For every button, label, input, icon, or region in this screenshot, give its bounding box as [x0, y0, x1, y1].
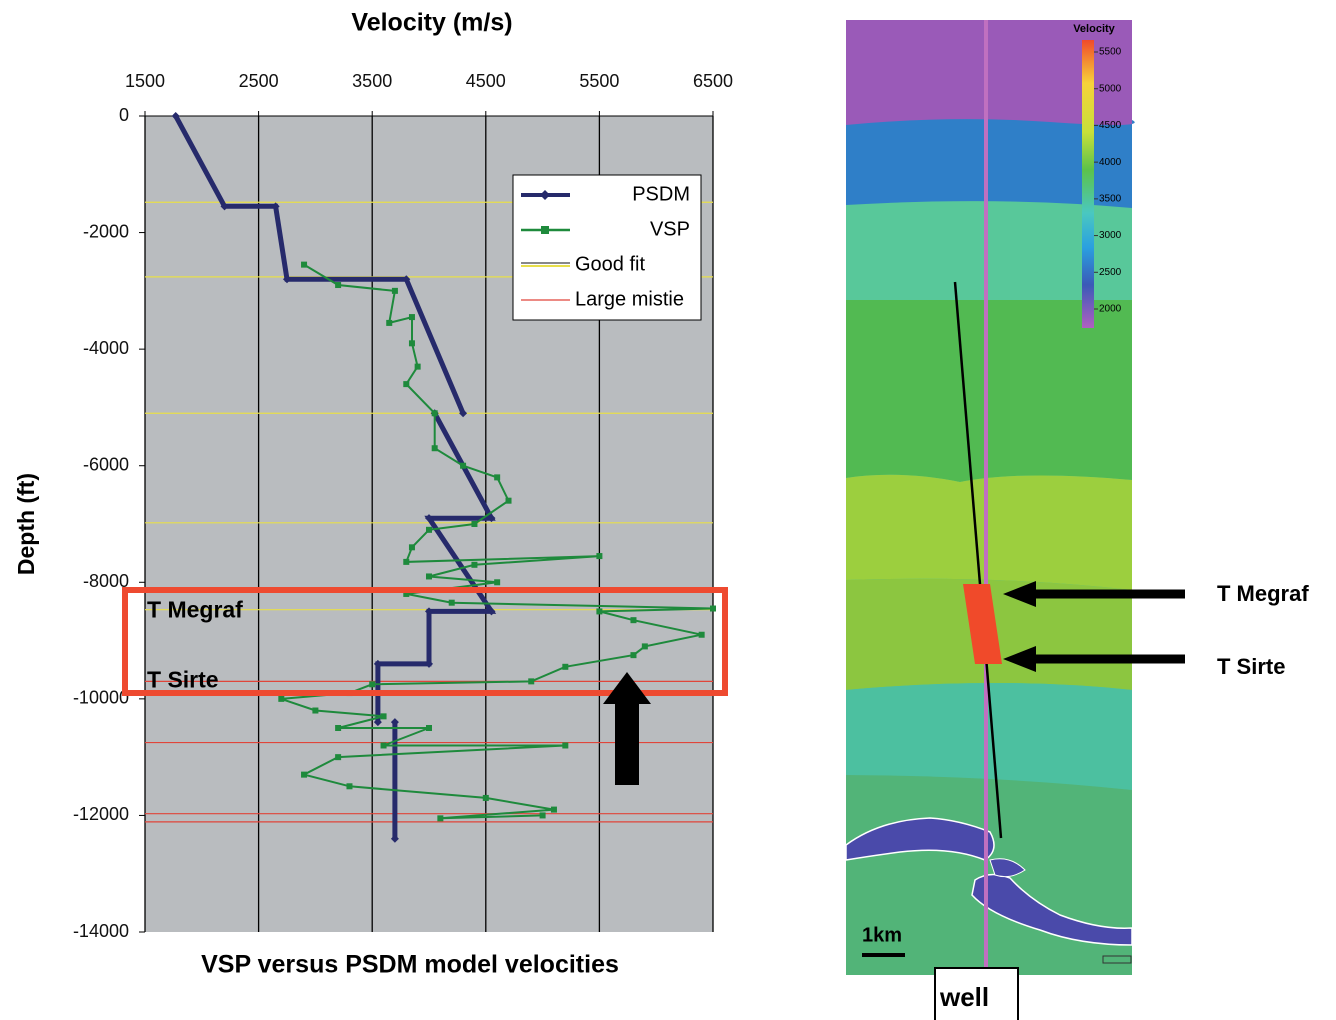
- colorbar-tick-label: 2500: [1099, 267, 1122, 278]
- marker: [381, 713, 387, 719]
- marker: [301, 262, 307, 268]
- y-tick-label: -2000: [83, 221, 129, 241]
- marker: [426, 527, 432, 533]
- x-tick-label: 6500: [693, 71, 733, 91]
- y-tick-label: -6000: [83, 454, 129, 474]
- colorbar-tick-label: 4000: [1099, 157, 1122, 168]
- marker: [494, 579, 500, 585]
- marker: [494, 474, 500, 480]
- marker: [551, 807, 557, 813]
- marker: [381, 742, 387, 748]
- marker: [528, 678, 534, 684]
- colorbar-tick-label: 5000: [1099, 83, 1122, 94]
- marker: [540, 812, 546, 818]
- x-axis-title: Velocity (m/s): [351, 9, 512, 37]
- x-tick-label: 5500: [579, 71, 619, 91]
- marker: [415, 364, 421, 370]
- marker: [449, 600, 455, 606]
- y-tick-label: 0: [119, 105, 129, 125]
- marker: [432, 410, 438, 416]
- scale-label: 1km: [862, 924, 902, 946]
- marker: [426, 573, 432, 579]
- marker: [409, 544, 415, 550]
- x-tick-label: 3500: [352, 71, 392, 91]
- marker: [471, 521, 477, 527]
- legend-label: PSDM: [632, 183, 690, 205]
- y-axis-title: Depth (ft): [13, 473, 39, 575]
- colorbar-tick-label: 5500: [1099, 47, 1122, 58]
- marker: [369, 681, 375, 687]
- horizon-label: T Megraf: [1217, 581, 1309, 606]
- legend-marker: [541, 226, 549, 234]
- figure: Velocity (m/s) Depth (ft) VSP versus PSD…: [0, 0, 1336, 1020]
- page: {"chart_data": { "type": "line", "title"…: [0, 0, 1336, 1020]
- colorbar-tick-label: 2000: [1099, 304, 1122, 315]
- x-tick-label: 4500: [466, 71, 506, 91]
- annotation: T Megraf: [147, 597, 243, 623]
- y-tick-label: -12000: [73, 804, 129, 824]
- plot: 1500 2500 3500 4500 5500 6500 0 -2000 -4000 -6000…: [73, 71, 733, 941]
- marker: [596, 553, 602, 559]
- marker: [710, 606, 716, 612]
- marker: [301, 772, 307, 778]
- chart-title: VSP versus PSDM model velocities: [201, 951, 619, 979]
- marker: [506, 498, 512, 504]
- marker: [403, 559, 409, 565]
- y-tick-label: -10000: [73, 688, 129, 708]
- legend-label: VSP: [650, 218, 690, 240]
- velocity-section: Velocity 5500 5000 4500 4000 3500 3000 2500 200…: [846, 20, 1309, 1020]
- marker: [392, 288, 398, 294]
- marker: [437, 815, 443, 821]
- marker: [346, 783, 352, 789]
- annotation: T Sirte: [147, 666, 219, 692]
- marker: [335, 754, 341, 760]
- marker: [409, 314, 415, 320]
- marker: [403, 381, 409, 387]
- marker: [426, 725, 432, 731]
- marker: [335, 725, 341, 731]
- marker: [630, 617, 636, 623]
- marker: [471, 562, 477, 568]
- marker: [562, 742, 568, 748]
- marker: [386, 320, 392, 326]
- y-tick-label: -4000: [83, 338, 129, 358]
- marker: [312, 708, 318, 714]
- horizon-label: T Sirte: [1217, 654, 1285, 679]
- marker: [432, 445, 438, 451]
- x-tick-label: 2500: [239, 71, 279, 91]
- marker: [630, 652, 636, 658]
- well-label: well: [939, 982, 989, 1012]
- colorbar-tick-label: 3500: [1099, 193, 1122, 204]
- marker: [562, 664, 568, 670]
- marker: [699, 632, 705, 638]
- colorbar-tick-label: 4500: [1099, 120, 1122, 131]
- legend-label: Good fit: [575, 253, 645, 275]
- y-tick-label: -14000: [73, 921, 129, 941]
- marker: [278, 696, 284, 702]
- colorbar-title: Velocity: [1073, 23, 1115, 35]
- arrow-shaft: [615, 702, 639, 785]
- marker: [409, 340, 415, 346]
- x-tick-label: 1500: [125, 71, 165, 91]
- marker: [460, 463, 466, 469]
- marker: [642, 643, 648, 649]
- legend-label: Large mistie: [575, 288, 684, 310]
- colorbar-tick-label: 3000: [1099, 230, 1122, 241]
- marker: [483, 795, 489, 801]
- layer: [846, 475, 1132, 590]
- marker: [596, 608, 602, 614]
- colorbar: [1082, 40, 1094, 328]
- marker: [335, 282, 341, 288]
